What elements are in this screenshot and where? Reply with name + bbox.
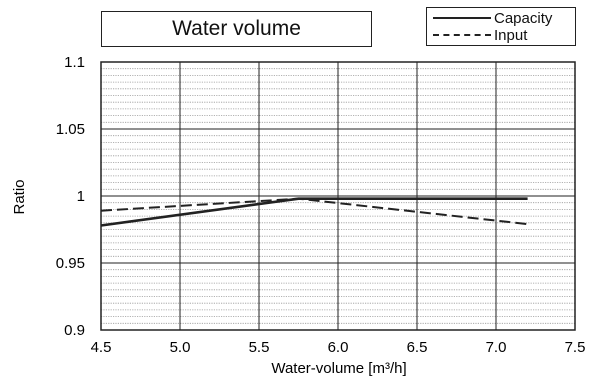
series-layer [100,197,528,227]
y-tick-label: 1.1 [64,54,85,71]
legend-item-input: Input [433,26,527,44]
y-tick-label: 1 [77,188,85,205]
legend-label-capacity: Capacity [494,9,553,27]
x-tick-label: 6.0 [328,339,349,356]
x-axis-label: Water-volume [m³/h] [271,360,406,377]
x-tick-label: 4.5 [91,339,112,356]
y-tick-label: 1.05 [56,121,85,138]
major-grid [100,61,576,331]
x-tick-label: 7.0 [486,339,507,356]
y-tick-label: 0.95 [56,255,85,272]
legend-label-input: Input [494,26,528,44]
x-tick-labels: 4.5 5.0 5.5 6.0 6.5 7.0 7.5 [91,339,586,356]
x-tick-label: 6.5 [407,339,428,356]
y-tick-labels: 0.9 0.95 1 1.05 1.1 [56,54,85,339]
series-line-input [100,197,528,226]
legend-item-capacity: Capacity [433,9,552,27]
x-tick-label: 7.5 [565,339,586,356]
legend-swatch-solid [433,17,491,19]
legend-swatch-dashed [433,34,491,36]
chart-title: Water volume [172,17,301,40]
y-axis-label: Ratio [11,179,28,214]
y-tick-label: 0.9 [64,322,85,339]
legend: Capacity Input [426,7,576,46]
x-tick-label: 5.0 [170,339,191,356]
plot-frame [100,61,576,331]
chart-title-box: Water volume [101,11,372,47]
x-tick-label: 5.5 [249,339,270,356]
